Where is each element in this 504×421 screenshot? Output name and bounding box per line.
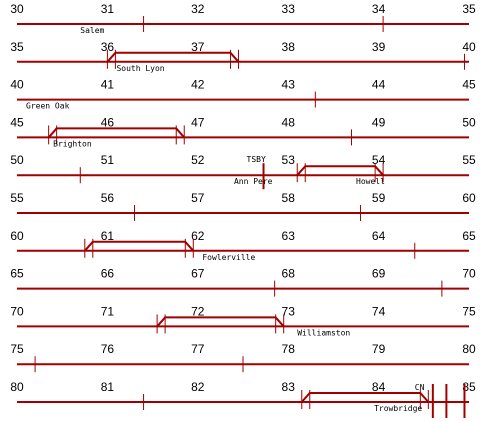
passing-siding	[106, 51, 240, 63]
milepost-label: 34	[372, 2, 386, 16]
milepost-label: 85	[462, 380, 476, 394]
milepost-label: 44	[372, 78, 386, 92]
milepost-label: 47	[191, 115, 205, 129]
milepost-label: 79	[372, 342, 386, 356]
milepost-label: 48	[282, 115, 296, 129]
milepost-label: 70	[462, 267, 476, 281]
milepost-label: 32	[191, 2, 205, 16]
milepost-label: 82	[191, 380, 205, 394]
milepost-label: 31	[101, 2, 115, 16]
station-label: Fowlerville	[202, 253, 255, 262]
passing-siding	[47, 127, 185, 139]
passing-siding	[296, 165, 384, 176]
milepost-label: 58	[282, 191, 296, 205]
milepost-label: 41	[101, 78, 115, 92]
milepost-label: 70	[10, 304, 24, 318]
milepost-label: 66	[101, 267, 115, 281]
station-label: Trowbridge	[374, 404, 422, 413]
milepost-label: 74	[372, 304, 386, 318]
station-label: Howell	[356, 177, 385, 186]
milepost-label: 68	[282, 267, 296, 281]
milepost-label: 78	[282, 342, 296, 356]
milepost-label: 84	[372, 380, 386, 394]
milepost-label: 40	[10, 78, 24, 92]
passing-siding	[301, 392, 430, 403]
station-label: Brighton	[53, 139, 92, 148]
milepost-label: 30	[10, 2, 24, 16]
milepost-label: 35	[462, 2, 476, 16]
milepost-label: 55	[10, 191, 24, 205]
milepost-label: 61	[101, 229, 115, 243]
milepost-label: 75	[10, 342, 24, 356]
milepost-label: 46	[101, 115, 115, 129]
milepost-label: 65	[462, 229, 476, 243]
milepost-label: 67	[191, 267, 205, 281]
milepost-label: 80	[10, 380, 24, 394]
milepost-label: 53	[282, 153, 296, 167]
signal-label: TSBY	[247, 155, 266, 164]
milepost-label: 36	[101, 40, 115, 54]
station-label: Salem	[80, 26, 104, 35]
milepost-label: 39	[372, 40, 386, 54]
station-label: Ann Pere	[234, 177, 273, 186]
milepost-label: 62	[191, 229, 205, 243]
milepost-label: 37	[191, 40, 205, 54]
milepost-label: 35	[10, 40, 24, 54]
milepost-label: 83	[282, 380, 296, 394]
milepost-label: 40	[462, 40, 476, 54]
milepost-label: 57	[191, 191, 205, 205]
station-label: South Lyon	[116, 64, 164, 73]
milepost-label: 71	[101, 304, 115, 318]
milepost-label: 77	[191, 342, 205, 356]
milepost-label: 65	[10, 267, 24, 281]
milepost-label: 42	[191, 78, 205, 92]
passing-siding	[156, 316, 285, 328]
milepost-label: 59	[372, 191, 386, 205]
passing-siding	[84, 240, 195, 252]
milepost-label: 33	[282, 2, 296, 16]
milepost-label: 60	[10, 229, 24, 243]
milepost-label: 51	[101, 153, 115, 167]
milepost-label: 50	[462, 115, 476, 129]
milepost-label: 45	[462, 78, 476, 92]
milepost-label: 81	[101, 380, 115, 394]
milepost-label: 73	[282, 304, 296, 318]
milepost-label: 75	[462, 304, 476, 318]
milepost-label: 50	[10, 153, 24, 167]
milepost-label: 49	[372, 115, 386, 129]
milepost-label: 43	[282, 78, 296, 92]
milepost-label: 64	[372, 229, 386, 243]
milepost-label: 38	[282, 40, 296, 54]
milepost-label: 55	[462, 153, 476, 167]
station-label: Green Oak	[26, 102, 70, 111]
milepost-label: 60	[462, 191, 476, 205]
station-label: CN	[415, 383, 425, 392]
milepost-label: 63	[282, 229, 296, 243]
milepost-label: 45	[10, 115, 24, 129]
milepost-label: 56	[101, 191, 115, 205]
milepost-label: 52	[191, 153, 205, 167]
milepost-label: 76	[101, 342, 115, 356]
milepost-label: 72	[191, 304, 205, 318]
milepost-label: 80	[462, 342, 476, 356]
milepost-label: 69	[372, 267, 386, 281]
station-label: Williamston	[297, 328, 350, 337]
